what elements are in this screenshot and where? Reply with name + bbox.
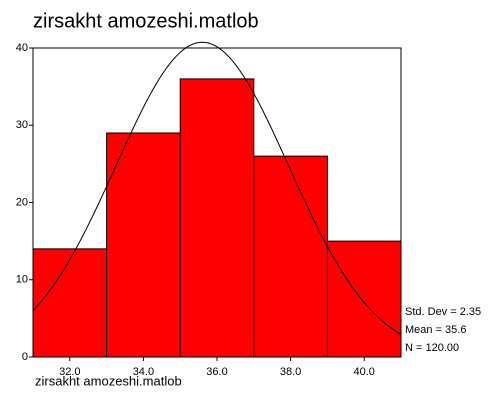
y-tick-label: 30 — [16, 119, 28, 131]
x-tick-label: 34.0 — [133, 366, 154, 378]
bar — [106, 132, 181, 358]
chart-title: zirsakht amozeshi.matlob — [33, 10, 259, 32]
y-tick-label: 40 — [16, 42, 28, 54]
bar — [179, 78, 255, 358]
stat-mean: Mean = 35.6 — [405, 324, 466, 336]
bar — [253, 155, 328, 358]
normal-curve — [32, 41, 402, 335]
x-tick-label: 32.0 — [59, 366, 80, 378]
y-tick-label: 0 — [22, 351, 28, 363]
y-tick-label: 10 — [16, 274, 28, 286]
stat-n: N = 120.00 — [405, 342, 459, 354]
x-tick-label: 36.0 — [206, 366, 227, 378]
bar — [326, 240, 402, 358]
x-tick-label: 40.0 — [353, 366, 374, 378]
y-tick-label: 20 — [16, 196, 28, 208]
x-axis-label: zirsakht amozeshi.matlob — [35, 373, 182, 388]
bar — [32, 248, 108, 358]
stat-std-dev: Std. Dev = 2.35 — [405, 306, 481, 318]
x-tick-label: 38.0 — [280, 366, 301, 378]
